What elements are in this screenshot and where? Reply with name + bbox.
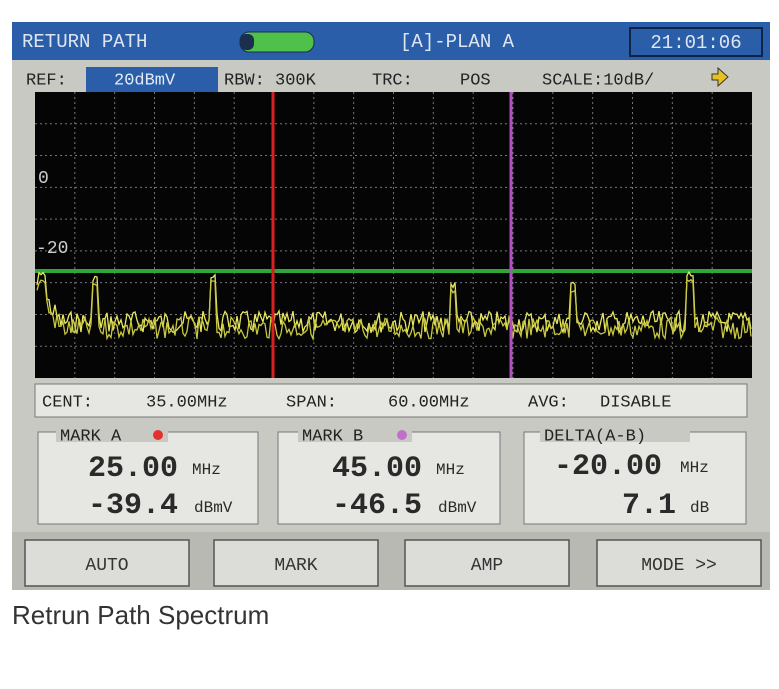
span-value: 60.00MHz [388,393,470,412]
soft-key[interactable] [596,539,762,587]
status-bar [34,383,748,418]
soft-key[interactable] [213,539,379,587]
level-unit: dBmV [194,499,233,517]
marker-level: -39.4 [88,489,178,523]
spectrum-trace [36,278,752,342]
rbw: RBW: 300K [224,71,317,90]
soft-key-label[interactable]: MARK [274,556,317,576]
trc-value: POS [460,71,491,90]
trc-label: TRC: [372,71,413,90]
level-label: -20 [36,239,68,259]
panel-frame [523,431,747,525]
soft-key-label[interactable]: AMP [471,556,503,576]
delta-level: 7.1 [622,489,676,523]
span-label: SPAN: [286,393,337,412]
soft-key[interactable] [404,539,570,587]
avg-label: AVG: [528,393,569,412]
ref-value: 20dBmV [114,71,176,90]
plan-name: [A]-PLAN A [400,31,515,53]
freq-unit: MHz [192,461,221,479]
level-label: 0 [38,169,49,189]
marker-label: MARK B [302,427,363,446]
ref-label: REF: [26,71,67,90]
marker-freq: 25.00 [88,452,178,486]
cent-label: CENT: [42,393,93,412]
marker-dot [397,430,407,440]
header-title: RETURN PATH [22,31,147,53]
delta-panel: DELTA(A-B) -20.00 MHz 7.1 dB [523,426,747,525]
battery-cap [240,34,254,50]
time-box [629,27,763,57]
cent-value: 35.00MHz [146,393,228,412]
plot-area [35,92,752,378]
marker-label: MARK A [60,427,122,446]
marker-level: -46.5 [332,489,422,523]
speaker-icon [711,66,729,88]
panel-label-bg [298,426,412,442]
panel-frame [277,431,501,525]
panel-label-bg [540,426,690,442]
spectrum-trace [36,270,752,335]
scale: SCALE:10dB/ [542,71,654,90]
spectrum-plot: 0 -20 [35,92,752,378]
ref-highlight [86,67,218,92]
delta-label: DELTA(A-B) [544,427,646,446]
level-unit: dB [690,499,709,517]
marker-dot [153,430,163,440]
marker-b-panel: MARK B 45.00 MHz -46.5 dBmV [277,426,501,525]
freq-unit: MHz [436,461,465,479]
delta-freq: -20.00 [554,450,662,484]
marker-a-panel: MARK A 25.00 MHz -39.4 dBmV [37,426,259,525]
marker-freq: 45.00 [332,452,422,486]
soft-key-label[interactable]: AUTO [85,556,128,576]
soft-key-label[interactable]: MODE >> [641,556,717,576]
level-unit: dBmV [438,499,477,517]
soft-key[interactable] [24,539,190,587]
avg-value: DISABLE [600,393,671,412]
soft-keys: AUTO MARK AMP MODE >> [24,539,762,587]
panel-frame [37,431,259,525]
freq-unit: MHz [680,459,709,477]
clock: 21:01:06 [650,32,741,54]
caption: Retrun Path Spectrum [12,600,269,630]
panel-label-bg [56,426,168,442]
